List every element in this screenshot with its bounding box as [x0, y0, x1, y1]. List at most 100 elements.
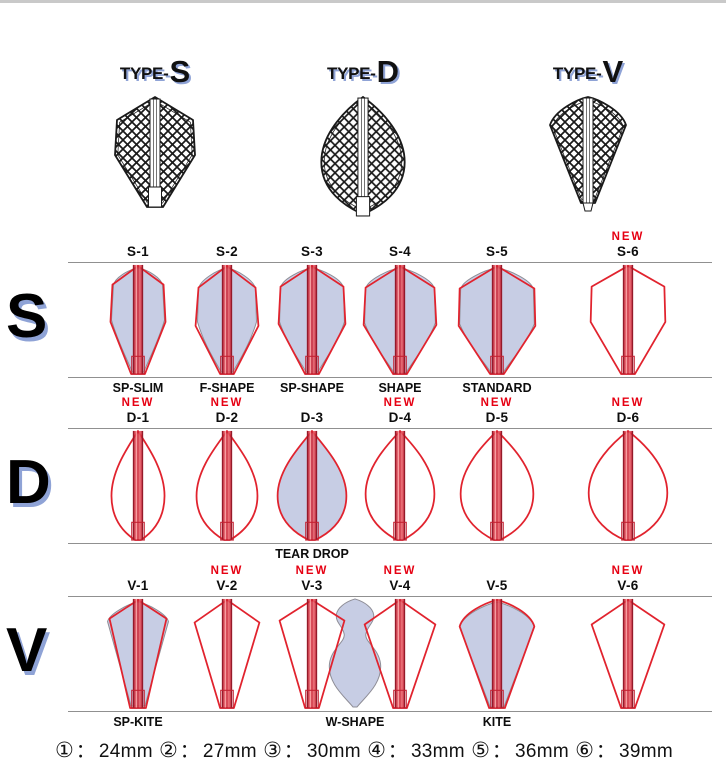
dart-shaft-icon: [621, 598, 635, 709]
flight-shape-s-4: [362, 264, 438, 375]
type-s-title: TYPE-S: [70, 54, 240, 90]
type-d-letter: D: [376, 54, 399, 89]
row-bottom-line: [68, 711, 712, 712]
legend-separator: ：: [387, 741, 407, 762]
legend-item: ③： 30mm: [263, 736, 361, 763]
flight-sublabel: SP-SLIM: [112, 381, 164, 395]
new-badge: NEW: [121, 397, 155, 409]
row-letter-d: D: [6, 448, 51, 517]
row-d: D NEW D-1 NEW D-2 D-3 TEAR DROP NEW D-4 NEW D-5 NEW…: [6, 397, 712, 565]
legend-circled-number: ②: [159, 738, 178, 762]
legend-separator: ：: [75, 741, 95, 762]
flight-id-label: V-5: [486, 578, 508, 593]
legend-separator: ：: [491, 741, 511, 762]
flight-id-label: V-3: [301, 578, 323, 593]
flight-shape-v-3: [278, 598, 346, 709]
type-header-d: TYPE-D: [278, 54, 448, 219]
flight-shape-d-4: [364, 430, 436, 541]
dart-shaft-icon: [393, 264, 407, 375]
flight-shape-v-2: [193, 598, 261, 709]
dart-shaft-icon: [621, 430, 635, 541]
legend-circled-number: ⑥: [575, 738, 594, 762]
flight-id-label: V-2: [216, 578, 238, 593]
flight-id-label: S-4: [389, 244, 411, 259]
size-legend: ①： 24mm ②： 27mm ③： 30mm ④： 33mm ⑤： 36mm ⑥： 39m…: [55, 736, 673, 763]
type-v-prefix: TYPE-: [552, 64, 602, 83]
legend-size-value: 24mm: [98, 741, 153, 762]
flight-shape-d-1: [110, 430, 166, 541]
type-s-prefix: TYPE-: [119, 64, 169, 83]
flight-id-label: V-4: [389, 578, 411, 593]
legend-size-value: 27mm: [202, 741, 257, 762]
row-letter-v: V: [6, 616, 48, 685]
new-badge: NEW: [611, 565, 645, 577]
new-badge: NEW: [383, 565, 417, 577]
flight-id-label: S-3: [301, 244, 323, 259]
flight-shape-v-5: [458, 598, 536, 709]
flight-id-label: S-5: [486, 244, 508, 259]
dart-shaft-icon: [131, 598, 145, 709]
flight-id-label: D-1: [126, 410, 150, 425]
flight-sublabel: STANDARD: [462, 381, 532, 395]
type-v-letter: V: [602, 54, 624, 89]
dart-shaft-icon: [131, 264, 145, 375]
legend-item: ①： 24mm: [55, 736, 153, 763]
flight-id-label: D-3: [300, 410, 324, 425]
dart-shaft-icon: [490, 598, 504, 709]
flight-id-label: S-6: [617, 244, 639, 259]
row-bottom-line: [68, 377, 712, 378]
row-top-line: [68, 596, 712, 597]
type-v-title: TYPE-V: [503, 54, 673, 90]
legend-item: ②： 27mm: [159, 736, 257, 763]
legend-size-value: 36mm: [514, 741, 569, 762]
type-s-hatched-flight-icon: [114, 96, 196, 208]
dart-shaft-icon: [131, 430, 145, 541]
dart-shaft-icon: [305, 430, 319, 541]
flight-shape-d-3: [276, 430, 348, 541]
type-d-hatched-flight-icon: [320, 95, 406, 217]
flight-sublabel: F-SHAPE: [199, 381, 255, 395]
dart-shaft-icon: [305, 598, 319, 709]
dart-shaft-icon: [621, 264, 635, 375]
new-badge: NEW: [210, 397, 244, 409]
flight-id-label: D-2: [215, 410, 239, 425]
flight-shape-s-6: [589, 264, 667, 375]
type-s-letter: S: [169, 54, 191, 89]
legend-separator: ：: [179, 741, 199, 762]
flight-id-label: D-4: [388, 410, 412, 425]
flight-shape-s-2: [194, 264, 260, 375]
flight-sublabel: SHAPE: [378, 381, 422, 395]
dart-shaft-icon: [490, 264, 504, 375]
flight-sublabel: TEAR DROP: [275, 547, 349, 561]
legend-circled-number: ④: [367, 738, 386, 762]
legend-circled-number: ①: [55, 738, 74, 762]
dart-shaft-icon: [393, 430, 407, 541]
flight-shape-v-1: [107, 598, 169, 709]
dart-shaft-icon: [393, 598, 407, 709]
row-top-line: [68, 428, 712, 429]
flight-id-label: D-5: [485, 410, 509, 425]
flight-shape-d-6: [587, 430, 669, 541]
dart-shaft-icon: [220, 430, 234, 541]
flight-shape-v-6: [590, 598, 666, 709]
top-border: [0, 0, 726, 3]
type-header-v: TYPE-V: [503, 54, 673, 213]
flight-id-label: V-6: [617, 578, 639, 593]
legend-size-value: 39mm: [619, 741, 673, 762]
new-badge: NEW: [295, 565, 329, 577]
new-badge: NEW: [210, 565, 244, 577]
type-header-s: TYPE-S: [70, 54, 240, 215]
new-badge: NEW: [383, 397, 417, 409]
flight-id-label: S-2: [216, 244, 238, 259]
dart-shaft-icon: [220, 264, 234, 375]
row-s: S S-1 SP-SLIM S-2 F-SHAPE S-3 SP-SHAPE S-4 SHAPE…: [6, 231, 712, 399]
row-letter-s: S: [6, 282, 48, 351]
flight-id-label: D-6: [616, 410, 640, 425]
flight-shape-d-5: [459, 430, 535, 541]
flight-shape-v-4: [363, 598, 437, 709]
legend-separator: ：: [283, 741, 303, 762]
type-d-prefix: TYPE-: [327, 64, 376, 83]
row-v: V W-SHAPE V-1 SP-KITE NEW V-2 NEW V-3 NEW V-4 V-5 K…: [6, 565, 712, 733]
legend-item: ⑥： 39mm: [575, 736, 673, 763]
